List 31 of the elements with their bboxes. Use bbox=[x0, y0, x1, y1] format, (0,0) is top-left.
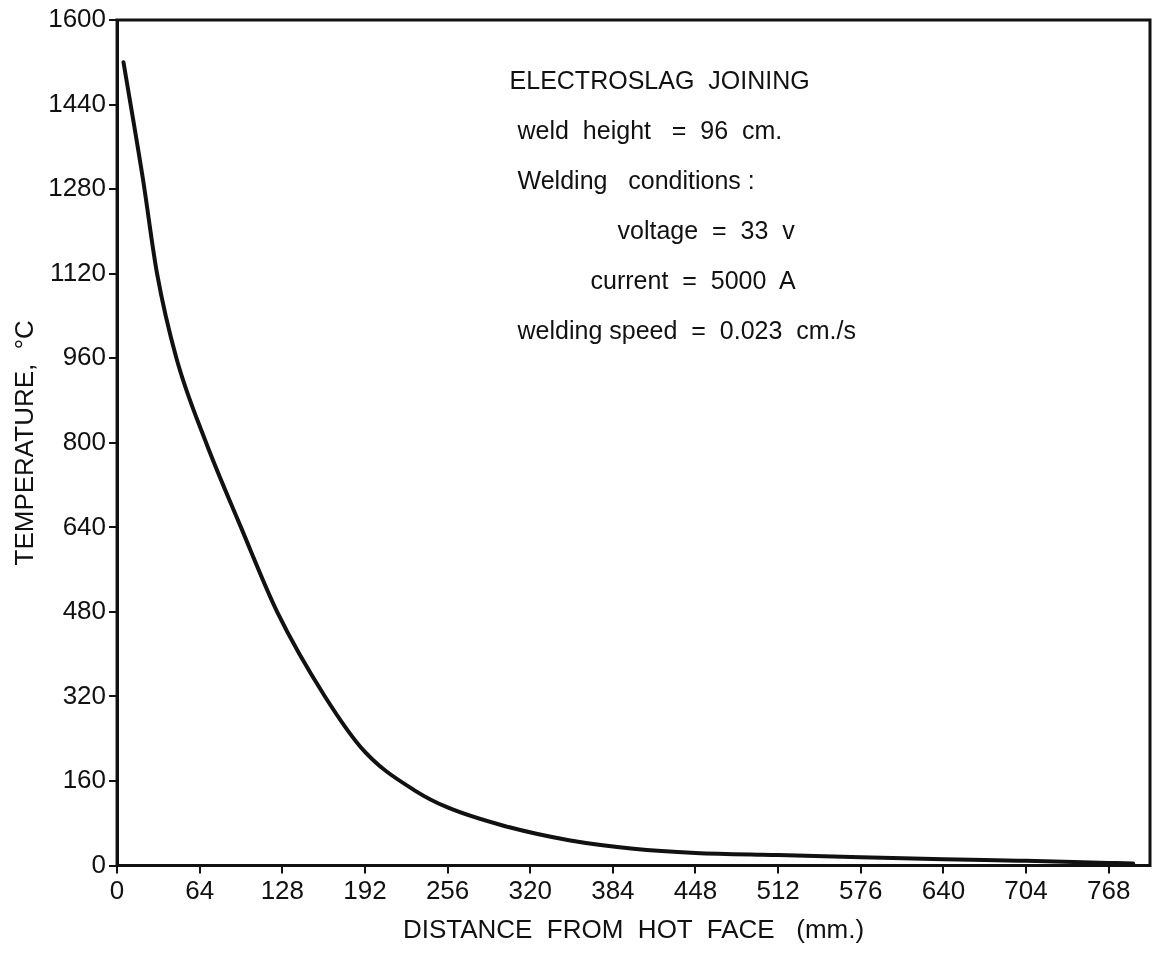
annotation: ELECTROSLAG JOINING bbox=[509, 65, 810, 94]
x-tick-label: 576 bbox=[839, 875, 883, 906]
y-tick-label: 1120 bbox=[50, 256, 107, 287]
x-tick-label: 640 bbox=[921, 875, 966, 906]
y-tick-label: 1280 bbox=[48, 172, 107, 203]
x-tick-label: 704 bbox=[1004, 875, 1048, 906]
annotation: voltage = 33 v bbox=[617, 215, 796, 244]
x-tick-label: 256 bbox=[425, 875, 470, 906]
x-tick-label: 192 bbox=[343, 875, 387, 906]
x-tick-label: 512 bbox=[756, 875, 800, 906]
x-axis-title: DISTANCE FROM HOT FACE (mm.) bbox=[402, 913, 865, 944]
y-tick-label: 0 bbox=[91, 848, 107, 879]
y-tick-label: 160 bbox=[62, 764, 107, 795]
annotation: Welding conditions : bbox=[517, 165, 755, 194]
x-tick-label: 320 bbox=[508, 875, 552, 906]
y-tick-label: 480 bbox=[62, 595, 107, 626]
x-tick-label: 64 bbox=[185, 875, 215, 906]
y-tick-label: 640 bbox=[62, 510, 107, 541]
x-tick-label: 448 bbox=[673, 875, 718, 906]
annotation: welding speed = 0.023 cm./s bbox=[516, 315, 856, 344]
y-axis-title: TEMPERATURE, °C bbox=[8, 320, 39, 566]
y-tick-label: 320 bbox=[62, 679, 107, 710]
y-tick-label: 800 bbox=[62, 425, 107, 456]
x-tick-label: 768 bbox=[1086, 875, 1131, 906]
annotation: weld height = 96 cm. bbox=[516, 115, 783, 144]
y-tick-label: 960 bbox=[62, 341, 107, 372]
y-tick-label: 1600 bbox=[48, 3, 107, 34]
annotation: current = 5000 A bbox=[590, 265, 796, 294]
x-tick-label: 128 bbox=[260, 875, 305, 906]
y-tick-label: 1440 bbox=[48, 87, 107, 118]
x-tick-label: 384 bbox=[591, 875, 635, 906]
